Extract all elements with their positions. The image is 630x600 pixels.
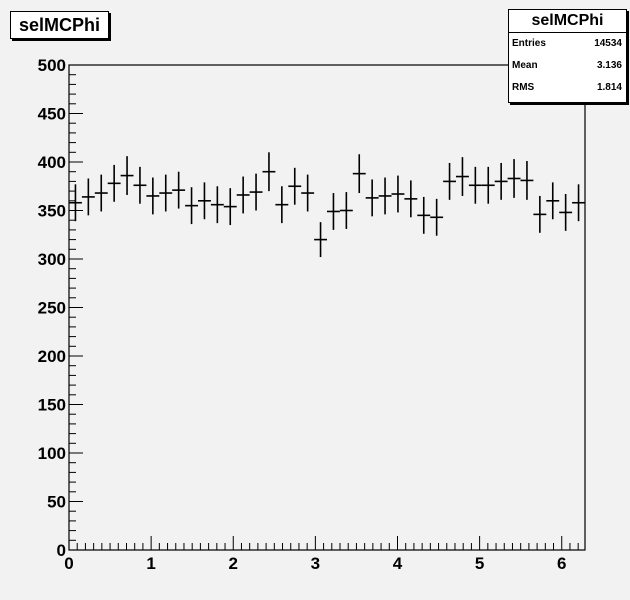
stats-entries-value: 14534 bbox=[594, 38, 622, 49]
y-tick-label: 450 bbox=[38, 105, 66, 124]
x-tick-label: 0 bbox=[64, 554, 73, 573]
y-tick-label: 250 bbox=[38, 299, 66, 318]
x-tick-label: 1 bbox=[146, 554, 155, 573]
plot-frame bbox=[68, 64, 586, 551]
y-tick-label: 350 bbox=[38, 202, 66, 221]
stats-row-entries: Entries 14534 bbox=[509, 33, 626, 55]
x-tick-label: 2 bbox=[229, 554, 238, 573]
plot-title: selMCPhi bbox=[10, 11, 110, 39]
y-tick-label: 100 bbox=[38, 444, 66, 463]
stats-entries-label: Entries bbox=[512, 38, 546, 49]
y-tick-label: 150 bbox=[38, 396, 66, 415]
stats-mean-value: 3.136 bbox=[596, 60, 622, 71]
stats-rms-label: RMS bbox=[512, 82, 535, 93]
y-tick-label: 50 bbox=[47, 493, 66, 512]
stats-mean-label: Mean bbox=[512, 60, 538, 71]
y-tick-label: 400 bbox=[38, 153, 66, 172]
y-tick-label: 0 bbox=[57, 541, 66, 560]
y-tick-label: 200 bbox=[38, 347, 66, 366]
stats-row-rms: RMS 1.814 bbox=[509, 77, 626, 99]
stats-rms-value: 1.814 bbox=[596, 82, 622, 93]
stats-title: selMCPhi bbox=[509, 10, 626, 33]
y-tick-label: 300 bbox=[38, 250, 66, 269]
x-tick-label: 6 bbox=[557, 554, 566, 573]
stats-box: selMCPhi Entries 14534 Mean 3.136 RMS 1.… bbox=[508, 9, 627, 103]
y-tick-label: 500 bbox=[38, 56, 66, 75]
x-tick-label: 3 bbox=[311, 554, 320, 573]
x-tick-label: 4 bbox=[393, 554, 403, 573]
stats-row-mean: Mean 3.136 bbox=[509, 55, 626, 77]
x-tick-label: 5 bbox=[475, 554, 484, 573]
